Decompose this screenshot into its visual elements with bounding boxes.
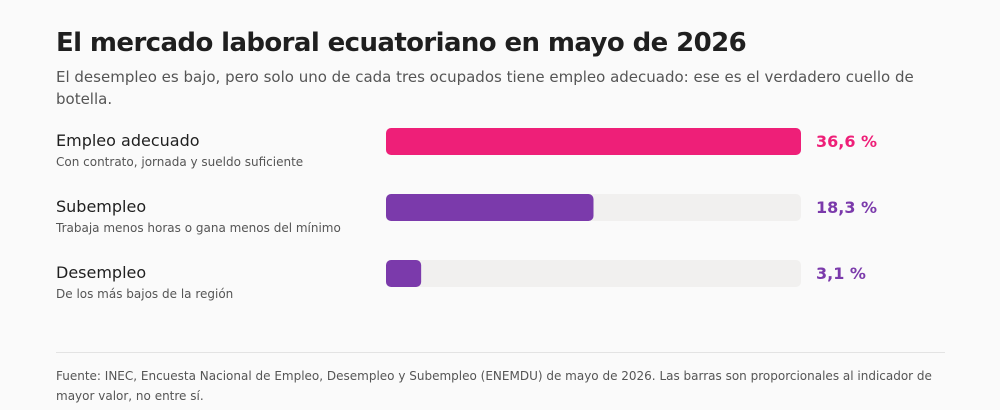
bar xyxy=(386,128,801,155)
value-label: 3,1 % xyxy=(816,264,866,283)
source-note: Fuente: INEC, Encuesta Nacional de Emple… xyxy=(56,369,932,403)
bar xyxy=(386,260,422,287)
value-label: 36,6 % xyxy=(816,132,877,151)
category-description: Con contrato, jornada y sueldo suficient… xyxy=(56,155,303,169)
bar-track xyxy=(386,260,801,287)
chart-subtitle: El desempleo es bajo, pero solo uno de c… xyxy=(56,68,914,108)
chart-title: El mercado laboral ecuatoriano en mayo d… xyxy=(56,28,747,58)
category-label: Desempleo xyxy=(56,263,146,282)
category-label: Empleo adecuado xyxy=(56,131,200,150)
bar xyxy=(386,194,594,221)
divider xyxy=(56,352,945,353)
category-label: Subempleo xyxy=(56,197,146,216)
category-description: Trabaja menos horas o gana menos del mín… xyxy=(55,221,341,235)
category-description: De los más bajos de la región xyxy=(56,287,233,301)
value-label: 18,3 % xyxy=(816,198,877,217)
bar-chart: Empleo adecuado Con contrato, jornada y s… xyxy=(55,128,877,301)
